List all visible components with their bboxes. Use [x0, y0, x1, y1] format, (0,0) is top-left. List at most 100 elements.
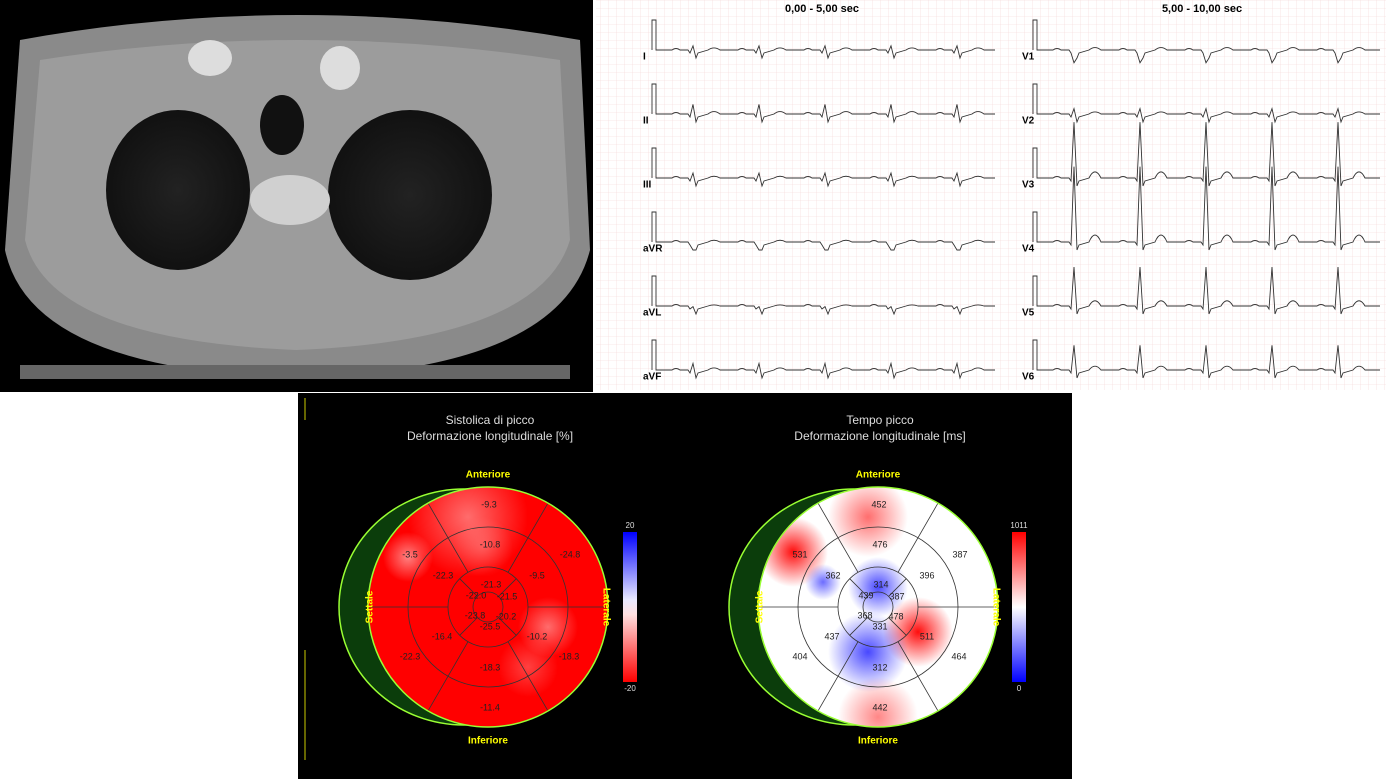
ecg-trace — [1032, 122, 1380, 187]
segment-value: -9.5 — [529, 570, 545, 580]
divider — [427, 502, 469, 573]
segment-value: -3.5 — [402, 549, 418, 559]
segment-value: 437 — [824, 631, 839, 641]
segment-value: 531 — [792, 549, 807, 559]
divider — [888, 617, 907, 636]
segment-value: -22.0 — [466, 590, 487, 600]
orientation-label: Settale — [755, 590, 766, 623]
segment-value: -25.5 — [480, 621, 501, 631]
shade — [805, 564, 841, 600]
plot-title: Sistolica di picco — [446, 413, 535, 427]
lead-label: III — [643, 180, 652, 191]
segment-value: -10.2 — [527, 631, 548, 641]
orientation-label: Anteriore — [856, 470, 901, 481]
shade — [498, 637, 558, 697]
divider — [427, 641, 469, 712]
segment-value: -10.8 — [480, 539, 501, 549]
segment-value: 368 — [857, 610, 872, 620]
segment-value: 452 — [871, 499, 886, 509]
divider — [498, 617, 517, 636]
colorbar — [1012, 532, 1026, 682]
ring — [862, 591, 894, 623]
divider — [849, 617, 868, 636]
divider — [459, 578, 478, 597]
shade — [453, 517, 513, 577]
ecg-trace — [651, 147, 995, 188]
ecg-header: 5,00 - 10,00 sec — [1162, 3, 1242, 15]
segment-value: -22.3 — [433, 570, 454, 580]
divider — [507, 502, 549, 573]
ecg-trace — [1032, 83, 1380, 124]
ecg-trace — [651, 339, 995, 380]
bullseye-shading — [383, 487, 578, 697]
segment-value: 312 — [872, 662, 887, 672]
outline — [367, 486, 609, 728]
divider — [888, 578, 907, 597]
segment-value: 362 — [825, 570, 840, 580]
ecg-trace — [651, 19, 995, 60]
orientation-label: Inferiore — [468, 736, 508, 747]
segment-value: -18.3 — [480, 662, 501, 672]
colorbar-label: 1011 — [1010, 521, 1028, 530]
segment-value: 478 — [888, 611, 903, 621]
divider — [498, 578, 517, 597]
shade — [838, 677, 918, 727]
segment-value: -11.4 — [480, 702, 500, 712]
segment-value: -22.3 — [400, 651, 421, 661]
orientation-label: Anteriore — [466, 470, 511, 481]
segment-value: 387 — [889, 591, 904, 601]
ecg-trace — [651, 211, 995, 251]
segment-value: -20.2 — [496, 611, 517, 621]
segment-value: 439 — [858, 590, 873, 600]
lead-label: aVL — [643, 308, 661, 319]
segment-value: 331 — [872, 621, 887, 631]
lead-label: V1 — [1022, 52, 1035, 63]
orientation-label: Inferiore — [858, 736, 898, 747]
divider — [459, 617, 478, 636]
plot-title: Deformazione longitudinale [ms] — [794, 429, 965, 443]
ecg-trace — [651, 275, 995, 316]
segment-value: -9.3 — [481, 499, 497, 509]
lead-label: V6 — [1022, 372, 1035, 383]
ecg-header: 0,00 - 5,00 sec — [785, 3, 859, 15]
colorbar — [623, 532, 637, 682]
segment-value: 442 — [872, 702, 887, 712]
divider — [817, 641, 859, 712]
segment-value: -21.5 — [497, 591, 518, 601]
shade — [828, 612, 908, 692]
outline — [757, 486, 999, 728]
divider — [817, 502, 859, 573]
orientation-label: Laterale — [600, 588, 611, 627]
ct-image — [0, 0, 593, 392]
segment-value: -21.3 — [481, 579, 502, 589]
colorbar-label: -20 — [624, 684, 636, 693]
orientation-label: Laterale — [990, 588, 1001, 627]
segment-value: -18.3 — [559, 651, 580, 661]
lead-label: V5 — [1022, 308, 1035, 319]
ecg-trace — [1032, 19, 1380, 64]
lead-label: V3 — [1022, 180, 1035, 191]
divider — [849, 578, 868, 597]
segment-value: -23.8 — [465, 610, 486, 620]
colorbar-label: 20 — [626, 521, 635, 530]
lead-label: II — [643, 116, 649, 127]
segment-value: 404 — [792, 651, 807, 661]
plot-title: Tempo picco — [846, 413, 914, 427]
segment-value: 511 — [920, 631, 934, 641]
ecg-trace — [1032, 266, 1380, 315]
segment-value: -16.4 — [432, 631, 453, 641]
plot-title: Deformazione longitudinale [%] — [407, 429, 573, 443]
ecg-panel — [596, 0, 1386, 390]
divider — [507, 641, 549, 712]
orientation-label: Settale — [365, 590, 376, 623]
ecg-trace — [1032, 339, 1380, 379]
shade — [848, 557, 908, 617]
segment-value: -24.8 — [560, 549, 581, 559]
lead-label: aVR — [643, 244, 663, 255]
segment-value: 476 — [872, 539, 887, 549]
colorbar-label: 0 — [1017, 684, 1022, 693]
segment-value: 396 — [919, 570, 934, 580]
lead-label: I — [643, 52, 646, 63]
